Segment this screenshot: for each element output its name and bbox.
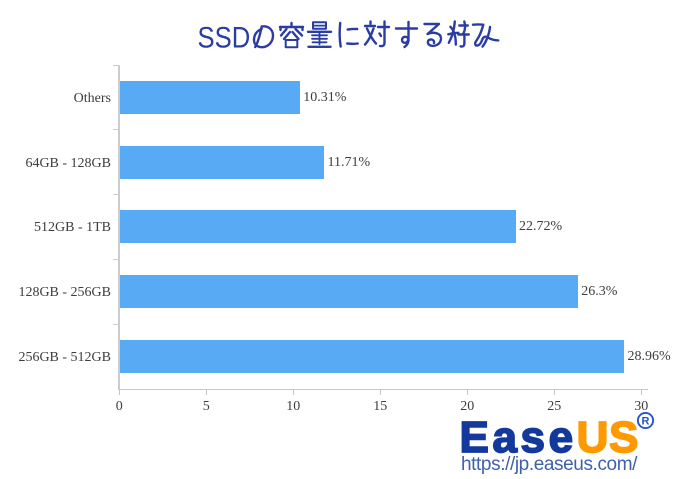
- svg-text:R: R: [642, 416, 650, 428]
- svg-text:SSD: SSD: [198, 20, 251, 53]
